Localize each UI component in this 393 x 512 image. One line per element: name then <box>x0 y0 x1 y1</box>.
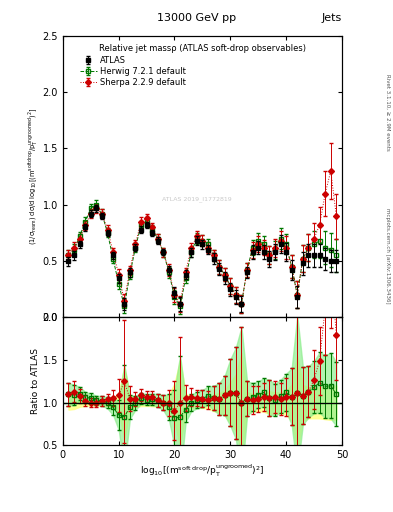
Legend: ATLAS, Herwig 7.2.1 default, Sherpa 2.2.9 default: ATLAS, Herwig 7.2.1 default, Sherpa 2.2.… <box>78 54 187 89</box>
Text: Jets: Jets <box>321 13 342 23</box>
X-axis label: log$_{10}$[(m$^{\rm soft\ drop}$/p$_{\rm T}^{\rm ungroomed}$)$^{2}$]: log$_{10}$[(m$^{\rm soft\ drop}$/p$_{\rm… <box>140 463 264 479</box>
Text: ATLAS 2019_I1772819: ATLAS 2019_I1772819 <box>162 196 232 202</box>
Y-axis label: (1/σ$_{\mathrm{resm}}$) dσ/d log$_{10}$[(m$^{\mathrm{soft drop}}$/p$_\mathrm{T}^: (1/σ$_{\mathrm{resm}}$) dσ/d log$_{10}$[… <box>26 108 40 245</box>
Y-axis label: Ratio to ATLAS: Ratio to ATLAS <box>31 349 40 414</box>
Text: Relative jet massρ (ATLAS soft-drop observables): Relative jet massρ (ATLAS soft-drop obse… <box>99 45 306 53</box>
Text: 13000 GeV pp: 13000 GeV pp <box>157 13 236 23</box>
Text: Rivet 3.1.10, ≥ 2.9M events: Rivet 3.1.10, ≥ 2.9M events <box>385 74 390 151</box>
Text: mcplots.cern.ch [arXiv:1306.3436]: mcplots.cern.ch [arXiv:1306.3436] <box>385 208 390 304</box>
